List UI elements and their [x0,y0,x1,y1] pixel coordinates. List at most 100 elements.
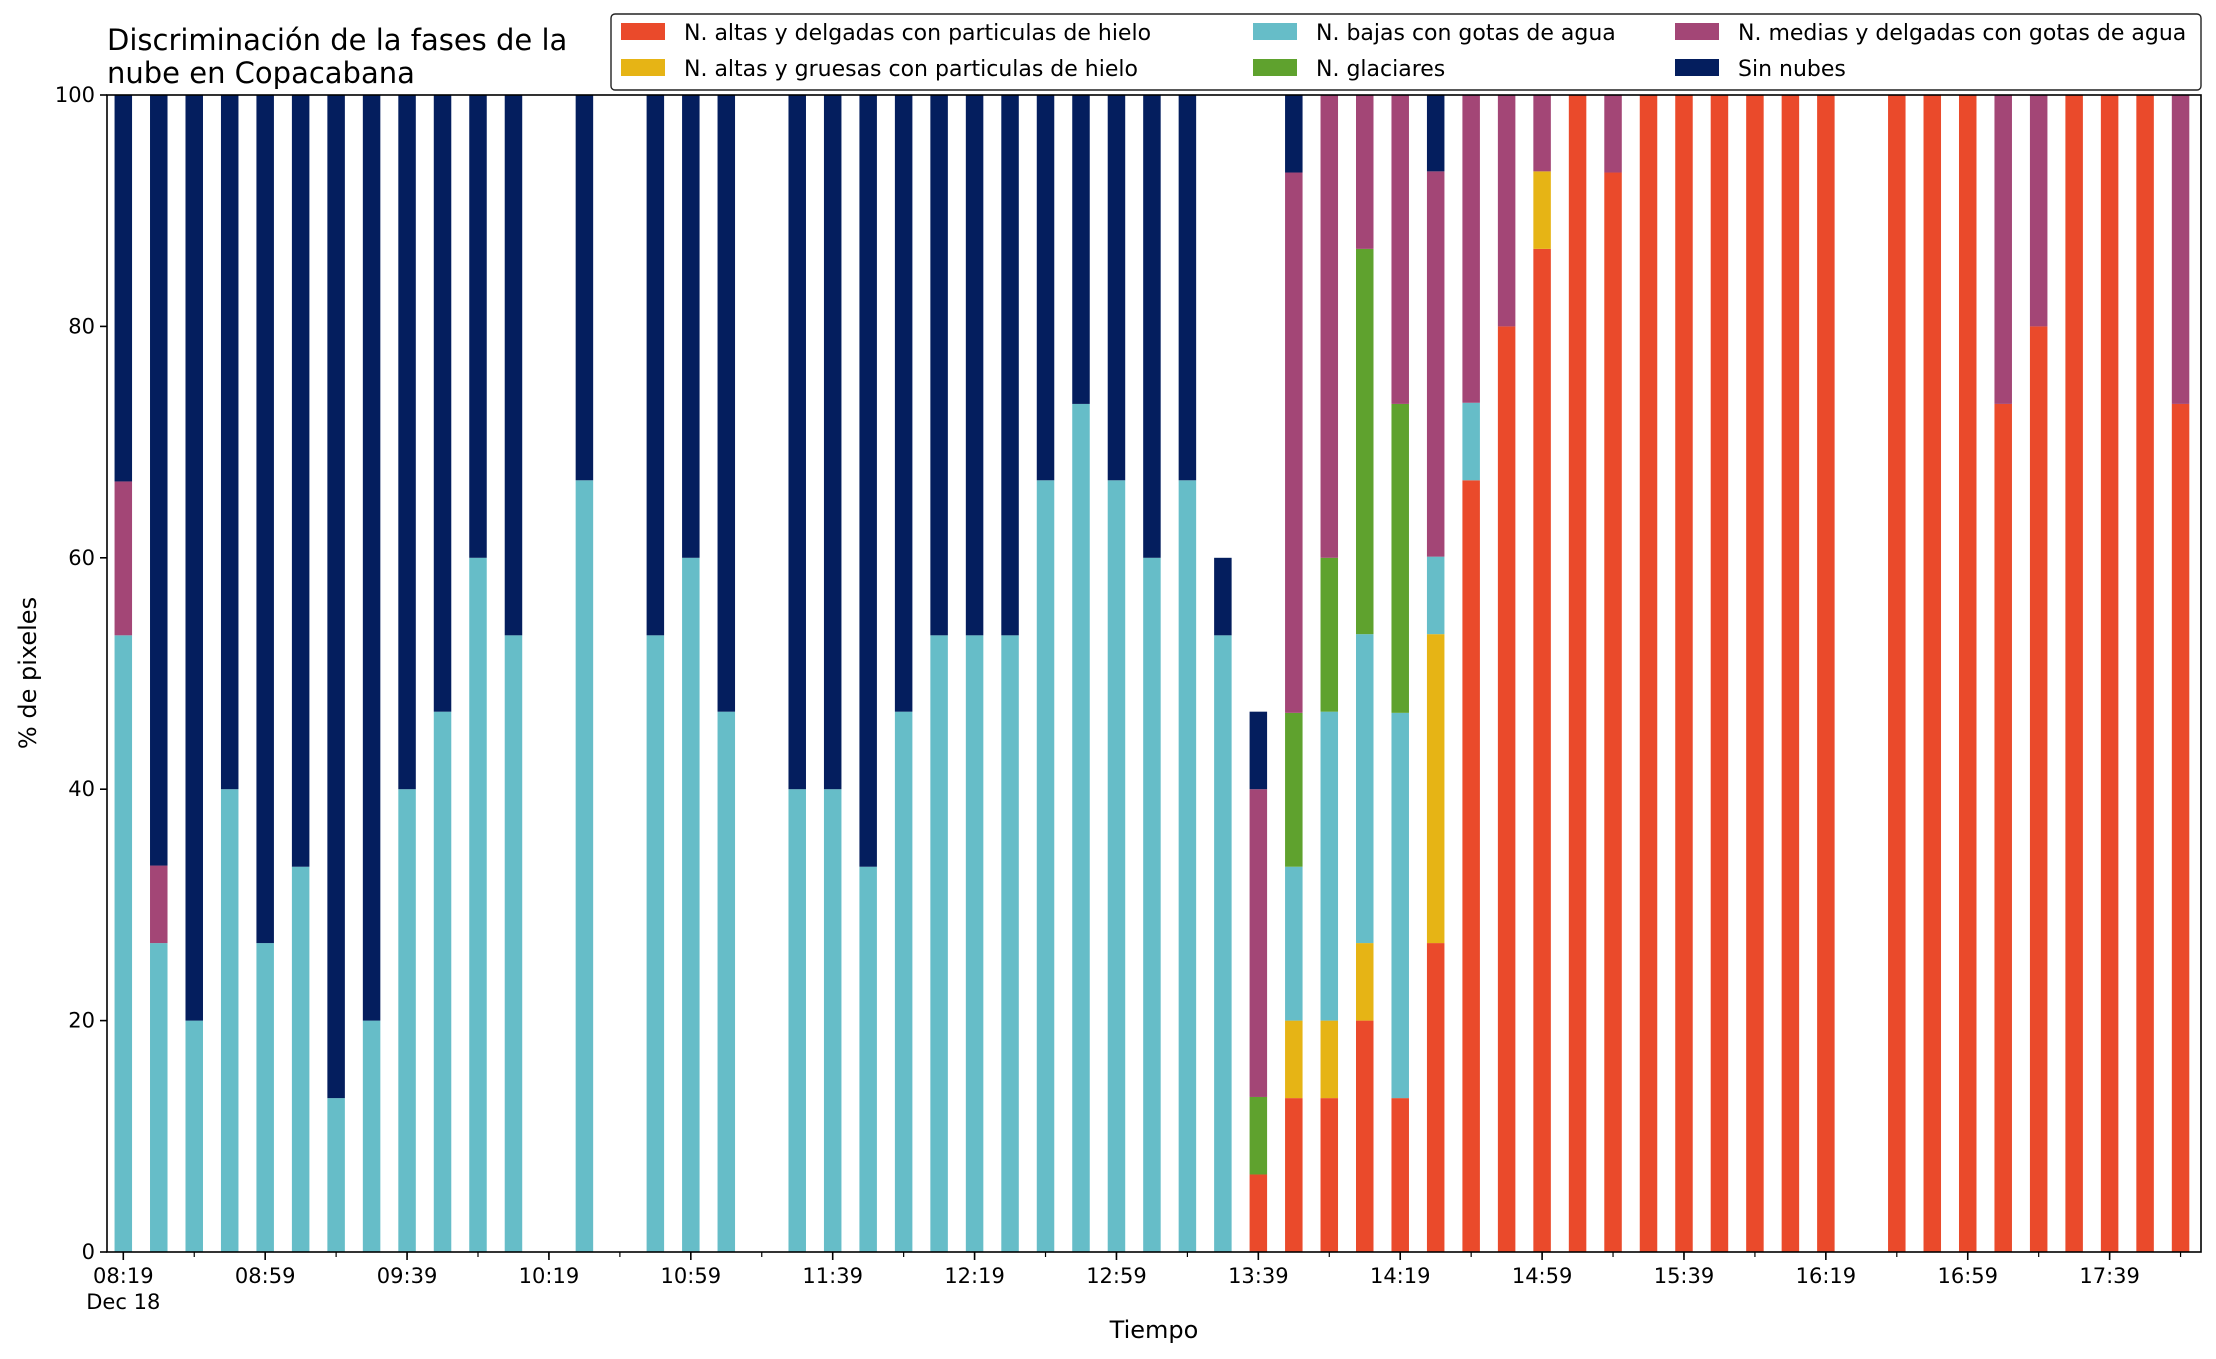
bar-segment-s2-t11 [504,635,523,1252]
y-tick-label: 60 [68,546,95,570]
bar-segment-s5-t2 [185,95,203,1021]
bar-segment-s2-t38 [1462,402,1480,481]
bar-segment-s2-t0 [114,635,133,1252]
bar-segment-s2-t4 [256,943,274,1252]
legend-swatch [621,59,665,76]
x-tick-label: 09:39 [377,1264,438,1288]
bar-segment-s4-t40 [1533,95,1551,172]
bar-segment-s5-t7 [362,95,381,1021]
bar-segment-s1-t37 [1426,634,1445,944]
bar-segment-s2-t7 [362,1020,381,1252]
bar-segment-s0-t34 [1320,1098,1339,1252]
bar-segment-s2-t27 [1072,403,1090,1252]
bar-segment-s2-t22 [894,711,913,1252]
x-tick-label: 13:39 [1228,1264,1289,1288]
bar-segment-s0-t46 [1746,95,1764,1252]
x-tick-label: 17:39 [2079,1264,2140,1288]
bar-segment-s4-t34 [1320,95,1339,558]
chart-title-line-1: Discriminación de la fases de la [107,23,567,57]
bar-segment-s0-t48 [1817,95,1835,1252]
bar-segment-s2-t15 [646,635,665,1252]
bar-segment-s5-t22 [894,95,913,712]
x-tick-label: 12:19 [944,1264,1005,1288]
bar-segment-s5-t32 [1249,711,1268,790]
legend-label: N. altas y delgadas con particulas de hi… [684,21,1151,46]
bar-segment-s0-t54 [2029,326,2048,1252]
bar-segment-s5-t31 [1214,557,1232,636]
legend-label: N. glaciares [1316,57,1445,82]
bar-segment-s0-t42 [1604,172,1622,1252]
bar-segment-s2-t10 [469,557,487,1252]
bar-segment-s4-t58 [2171,95,2190,404]
bar-segment-s0-t40 [1533,248,1551,1252]
bar-segment-s5-t10 [469,95,487,558]
x-axis-label: Tiempo [1109,1316,1199,1344]
bar-segment-s2-t21 [859,866,877,1252]
bar-segment-s5-t24 [965,95,984,636]
bar-segment-s0-t58 [2171,403,2190,1252]
bar-segment-s2-t1 [150,943,168,1252]
bar-segment-s4-t1 [150,865,168,944]
x-tick-label: 10:19 [519,1264,580,1288]
chart-legend: N. altas y delgadas con particulas de hi… [610,13,2202,91]
bar-segment-s5-t11 [504,95,523,636]
x-tick-label: 16:59 [1937,1264,1998,1288]
legend-label: N. altas y gruesas con particulas de hie… [684,57,1138,82]
bar-segment-s5-t1 [150,95,168,866]
bar-segment-s5-t20 [823,95,842,790]
chart-title: Discriminación de la fases de la nube en… [107,23,567,90]
legend-label: Sin nubes [1738,57,1846,82]
bars-layer [114,95,2190,1252]
legend-frame [610,13,2202,91]
y-tick-label: 0 [82,1240,95,1264]
bar-segment-s2-t31 [1214,635,1232,1252]
bar-segment-s2-t33 [1285,866,1303,1021]
bar-segment-s5-t33 [1285,95,1303,173]
bar-segment-s4-t53 [1994,95,2012,404]
bar-segment-s4-t33 [1285,172,1303,713]
bar-segment-s0-t41 [1568,95,1587,1252]
x-tick-label: 10:59 [661,1264,722,1288]
y-axis: 0 20 40 60 80 100 [55,83,107,1264]
bar-segment-s0-t57 [2136,95,2154,1252]
bar-segment-s0-t45 [1710,95,1729,1252]
legend-swatch [621,23,665,40]
bar-segment-s5-t3 [220,95,239,790]
x-tick-label: 15:39 [1654,1264,1715,1288]
bar-segment-s0-t53 [1994,403,2012,1252]
bar-segment-s5-t28 [1107,95,1126,481]
legend-swatch [1253,59,1297,76]
bar-segment-s2-t35 [1356,634,1374,944]
bar-segment-s4-t37 [1426,171,1445,557]
bar-segment-s4-t38 [1462,95,1480,403]
bar-segment-s2-t17 [717,711,736,1252]
bar-segment-s0-t37 [1426,943,1445,1252]
bar-segment-s0-t36 [1391,1098,1409,1252]
bar-segment-s2-t8 [398,789,416,1252]
bar-segment-s2-t3 [220,789,239,1252]
bar-segment-s0-t52 [1958,95,1977,1252]
bar-segment-s3-t36 [1391,403,1409,713]
bar-segment-s0-t55 [2065,95,2083,1252]
bar-segment-s0-t50 [1888,95,1906,1252]
y-tick-label: 40 [68,777,95,801]
bar-segment-s2-t25 [1001,635,1019,1252]
bar-segment-s3-t35 [1356,248,1374,635]
bar-segment-s5-t13 [575,95,594,481]
bar-segment-s2-t13 [575,480,594,1252]
bar-segment-s5-t25 [1001,95,1019,636]
bar-segment-s3-t34 [1320,557,1339,712]
bar-segment-s2-t28 [1107,480,1126,1252]
bar-segment-s5-t27 [1072,95,1090,404]
bar-segment-s3-t32 [1249,1096,1268,1175]
bar-segment-s2-t37 [1426,556,1445,635]
bar-segment-s2-t16 [682,557,700,1252]
bar-segment-s4-t0 [114,481,133,636]
bar-segment-s5-t30 [1178,95,1197,481]
x-tick-label: 16:19 [1796,1264,1857,1288]
bar-segment-s5-t5 [291,95,310,867]
bar-segment-s5-t23 [930,95,948,636]
bar-segment-s3-t33 [1285,712,1303,867]
